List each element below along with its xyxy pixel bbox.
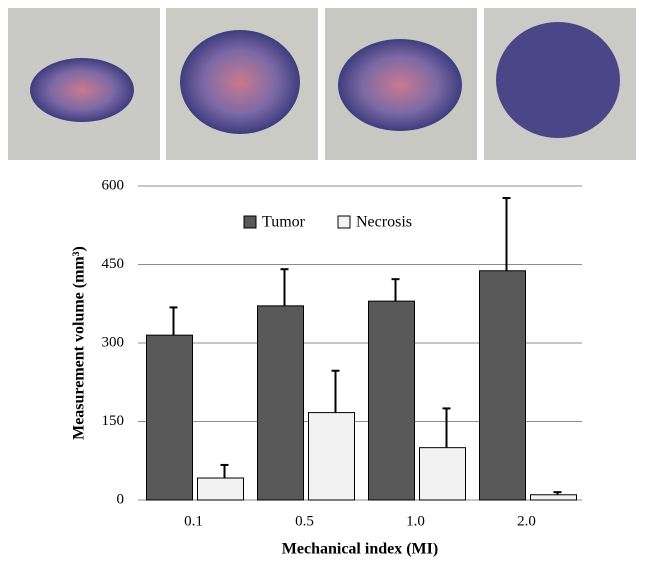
y-tick-label: 450 [102, 256, 125, 272]
y-tick-label: 300 [102, 334, 125, 350]
histology-photos [8, 8, 636, 160]
legend-label: Tumor [262, 214, 306, 231]
bar [257, 305, 304, 501]
bar [419, 447, 466, 501]
y-axis-label: Measurement volume (mm³) [71, 246, 88, 440]
bar [479, 270, 526, 501]
y-tick-label: 0 [117, 491, 125, 507]
bar [197, 477, 244, 501]
x-tick-label: 0.5 [295, 513, 314, 529]
legend-swatch [337, 215, 351, 229]
legend-swatch [243, 215, 257, 229]
x-tick-label: 0.1 [184, 513, 203, 529]
tissue [30, 58, 134, 122]
bar [308, 412, 355, 501]
bar [530, 494, 577, 501]
tissue [338, 39, 462, 131]
x-tick-label: 2.0 [517, 513, 536, 529]
bar [146, 334, 193, 501]
legend-label: Necrosis [356, 214, 412, 231]
tissue [180, 30, 300, 134]
y-tick-label: 150 [102, 413, 125, 429]
x-tick-label: 1.0 [406, 513, 425, 529]
y-tick-label: 600 [102, 177, 125, 193]
x-axis-label: Mechanical index (MI) [282, 541, 438, 558]
bar [368, 300, 415, 501]
tissue [496, 22, 620, 138]
